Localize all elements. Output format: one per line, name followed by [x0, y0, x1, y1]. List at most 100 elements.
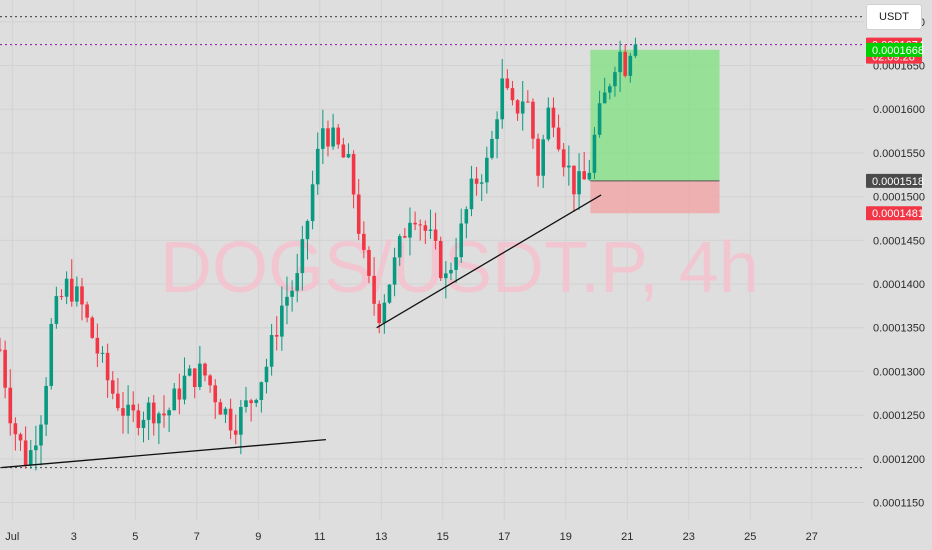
x-tick-label: 27: [806, 531, 818, 543]
candle-body: [556, 127, 561, 150]
loss-zone: [590, 180, 720, 214]
candle-body: [95, 337, 100, 354]
candle-body: [269, 335, 274, 367]
candle-body: [464, 209, 469, 224]
x-tick-label: 5: [132, 531, 138, 543]
candle-body: [608, 86, 612, 93]
candle-body: [346, 154, 351, 158]
price-tag: [866, 206, 922, 221]
horizontal-lines: [0, 16, 864, 469]
candle-body: [397, 236, 402, 258]
candle-body: [187, 368, 192, 376]
x-tick-label: 25: [744, 531, 756, 543]
x-tick-label: 15: [437, 531, 449, 543]
candle-body: [326, 128, 330, 147]
candle-body: [418, 224, 423, 226]
candle-body: [479, 182, 484, 184]
candle-body: [572, 165, 576, 195]
y-axis[interactable]: 0.0001150 0.0001200 0.0001250 0.0001300 0.00…: [873, 17, 925, 510]
candle-body: [192, 368, 197, 388]
candle-body: [254, 399, 259, 404]
candle-body: [39, 424, 43, 446]
candle-body: [182, 375, 187, 400]
candle-body: [438, 240, 443, 279]
x-tick-label: 9: [255, 531, 261, 543]
candle-body: [131, 404, 136, 411]
candle-body: [300, 239, 305, 274]
candle-body: [341, 144, 346, 158]
candle-body: [244, 400, 248, 407]
trendlines[interactable]: [1, 194, 602, 469]
candle-body: [613, 72, 617, 87]
candle-body: [356, 194, 361, 234]
candle-body: [377, 303, 382, 324]
candle-body: [126, 404, 130, 416]
candle-body: [367, 249, 371, 276]
candle-body: [336, 127, 341, 145]
candle-body: [546, 107, 551, 140]
candle-body: [105, 352, 110, 381]
candle-body: [592, 134, 597, 173]
candle-body: [100, 352, 105, 354]
y-tick-label: 0.0001500: [873, 192, 925, 204]
candle-body: [172, 388, 177, 411]
candle-body: [372, 275, 376, 304]
candle-body: [151, 402, 156, 424]
candle-body: [280, 305, 284, 337]
candle-body: [582, 171, 586, 180]
candle-body: [203, 363, 207, 376]
candle-body: [541, 139, 546, 176]
y-tick-label: 0.0001200: [873, 454, 925, 466]
candle-body: [597, 103, 602, 135]
x-tick-label: 21: [621, 531, 633, 543]
candle-body: [469, 178, 474, 210]
long-position-tool[interactable]: [590, 49, 720, 214]
candle-body: [274, 335, 279, 337]
candle-body: [485, 157, 489, 183]
candle-body: [623, 51, 627, 76]
candle-body: [321, 128, 325, 149]
candle-body: [315, 148, 320, 185]
candle-body: [408, 222, 412, 238]
trendline: [376, 194, 602, 329]
candle-body: [551, 107, 556, 128]
candle-body: [536, 138, 540, 176]
candles: [0, 37, 638, 471]
candle-body: [567, 165, 571, 168]
currency-button[interactable]: USDT: [866, 4, 922, 30]
candle-body: [177, 388, 182, 400]
candle-body: [239, 406, 243, 435]
y-tick-label: 0.0001550: [873, 148, 925, 160]
candle-body: [423, 225, 428, 231]
candle-body: [561, 149, 566, 168]
candle-body: [110, 380, 115, 394]
candle-body: [18, 434, 23, 441]
candle-body: [449, 269, 453, 274]
candle-body: [505, 78, 510, 89]
candle-body: [80, 286, 84, 305]
x-tick-label: 17: [498, 531, 510, 543]
candle-body: [362, 233, 366, 250]
candle-body: [23, 440, 28, 466]
candle-body: [146, 402, 151, 420]
x-tick-label: 7: [194, 531, 200, 543]
candle-body: [208, 375, 212, 386]
candle-body: [290, 290, 294, 297]
x-tick-label: Jul: [5, 531, 19, 543]
candle-body: [121, 408, 125, 416]
candle-body: [587, 172, 592, 180]
candle-body: [141, 419, 146, 428]
candle-body: [233, 430, 238, 435]
candle-body: [64, 278, 69, 297]
candle-body: [90, 317, 95, 338]
x-axis[interactable]: Jul 3 5 7 9 11 13 15 17 19 21 23 25 27: [5, 531, 818, 543]
candle-body: [0, 349, 2, 351]
candle-body: [136, 410, 141, 428]
candle-body: [500, 78, 505, 120]
candle-body: [223, 408, 228, 415]
x-tick-label: 19: [560, 531, 572, 543]
candle-body: [228, 408, 233, 431]
candle-body: [495, 119, 499, 139]
candle-body: [75, 286, 79, 302]
